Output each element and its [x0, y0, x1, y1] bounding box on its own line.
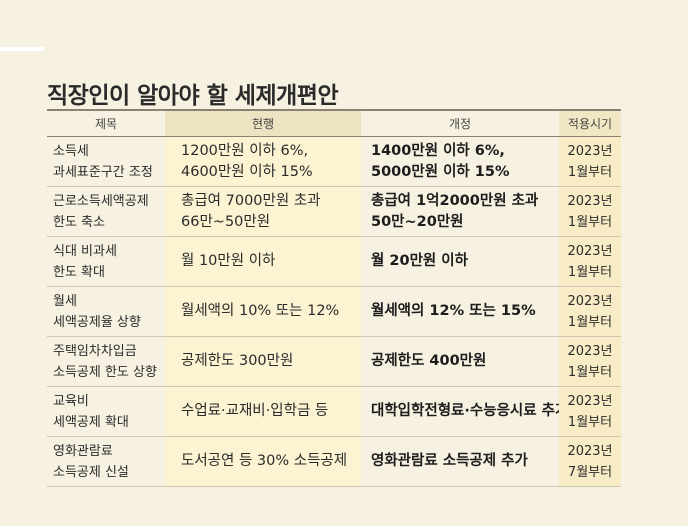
period-cell: 2023년 1월부터	[559, 137, 621, 186]
period-cell-text: 1월부터	[567, 414, 613, 430]
header-current: 현행	[165, 111, 361, 136]
period-cell: 2023년 1월부터	[559, 337, 621, 386]
revised-cell-text: 월세액의 12% 또는 15%	[371, 303, 536, 319]
header-revised: 개정	[448, 117, 472, 131]
subject-cell-text: 소득공제 신설	[53, 464, 129, 480]
period-cell-text: 2023년	[567, 293, 613, 309]
current-cell: 도서공연 등 30% 소득공제	[165, 437, 361, 486]
header-subject: 제목	[94, 117, 118, 131]
subject-cell-text: 소득세	[53, 143, 89, 159]
revised-cell-text: 5000만원 이하 15%	[371, 163, 510, 180]
revised-cell-text: 대학입학전형료·수능응시료 추가	[371, 403, 569, 419]
period-cell-text: 1월부터	[567, 164, 613, 180]
subject-cell-text: 교육비	[53, 393, 89, 409]
revised-cell-text: 1400만원 이하 6%,	[371, 142, 505, 159]
revised-cell-text: 총급여 1억2000만원 초과	[371, 192, 539, 209]
period-cell: 2023년 1월부터	[559, 187, 621, 236]
period-cell-text: 2023년	[567, 193, 613, 209]
subject-cell-text: 영화관람료	[53, 443, 113, 459]
period-cell-text: 2023년	[567, 143, 613, 159]
period-cell-text: 2023년	[567, 343, 613, 359]
period-cell: 2023년 7월부터	[559, 437, 621, 486]
current-cell-text: 66만~50만원	[181, 213, 271, 230]
subject-cell-text: 월세	[53, 293, 77, 309]
current-cell: 수업료·교재비·입학금 등	[165, 387, 361, 436]
header-period: 적용시기	[559, 111, 621, 136]
period-cell-text: 1월부터	[567, 364, 613, 380]
current-cell: 공제한도 300만원	[165, 337, 361, 386]
subject-cell-text: 소득공제 한도 상향	[53, 364, 157, 380]
revised-cell: 1400만원 이하 6%, 5000만원 이하 15%	[361, 137, 559, 186]
top-accent-bar	[0, 47, 44, 51]
current-cell: 1200만원 이하 6%, 4600만원 이하 15%	[165, 137, 361, 186]
period-cell-text: 1월부터	[567, 264, 613, 280]
current-cell: 월 10만원 이하	[165, 237, 361, 286]
period-cell: 2023년 1월부터	[559, 387, 621, 436]
current-cell: 월세액의 10% 또는 12%	[165, 287, 361, 336]
revised-cell-text: 월 20만원 이하	[371, 253, 468, 269]
period-cell-text: 2023년	[567, 393, 613, 409]
subject-cell-text: 세액공제율 상향	[53, 314, 141, 330]
subject-cell-text: 과세표준구간 조정	[53, 164, 153, 180]
page-title: 직장인이 알아야 할 세제개편안	[47, 83, 339, 109]
current-cell: 총급여 7000만원 초과 66만~50만원	[165, 187, 361, 236]
current-cell-text: 월 10만원 이하	[181, 253, 276, 269]
period-cell-text: 2023년	[567, 443, 613, 459]
revised-cell: 월세액의 12% 또는 15%	[361, 287, 559, 336]
revised-cell: 영화관람료 소득공제 추가	[361, 437, 559, 486]
current-cell-text: 1200만원 이하 6%,	[181, 142, 309, 159]
revised-cell: 월 20만원 이하	[361, 237, 559, 286]
current-cell-text: 월세액의 10% 또는 12%	[181, 303, 340, 319]
subject-cell-text: 식대 비과세	[53, 243, 117, 259]
current-cell-text: 수업료·교재비·입학금 등	[181, 403, 329, 419]
period-cell-text: 1월부터	[567, 314, 613, 330]
revised-cell: 공제한도 400만원	[361, 337, 559, 386]
revised-cell-text: 50만~20만원	[371, 213, 464, 230]
revised-cell-text: 영화관람료 소득공제 추가	[371, 453, 528, 469]
period-cell-text: 1월부터	[567, 214, 613, 230]
current-cell-text: 공제한도 300만원	[181, 353, 294, 369]
period-cell-text: 2023년	[567, 243, 613, 259]
period-cell-text: 7월부터	[567, 464, 613, 480]
current-cell-text: 총급여 7000만원 초과	[181, 192, 321, 209]
table-header: 제목 현행 개정 적용시기	[47, 111, 621, 137]
current-cell-text: 도서공연 등 30% 소득공제	[181, 453, 348, 469]
subject-cell-text: 근로소득세액공제	[53, 193, 149, 209]
current-cell-text: 4600만원 이하 15%	[181, 163, 313, 180]
subject-cell-text: 세액공제 확대	[53, 414, 129, 430]
revised-cell: 대학입학전형료·수능응시료 추가	[361, 387, 569, 436]
period-cell: 2023년 1월부터	[559, 287, 621, 336]
revised-cell: 총급여 1억2000만원 초과 50만~20만원	[361, 187, 559, 236]
subject-cell-text: 한도 확대	[53, 264, 105, 280]
revised-cell-text: 공제한도 400만원	[371, 353, 487, 369]
subject-cell-text: 한도 축소	[53, 214, 105, 230]
period-cell: 2023년 1월부터	[559, 237, 621, 286]
subject-cell-text: 주택임차차입금	[53, 343, 137, 359]
